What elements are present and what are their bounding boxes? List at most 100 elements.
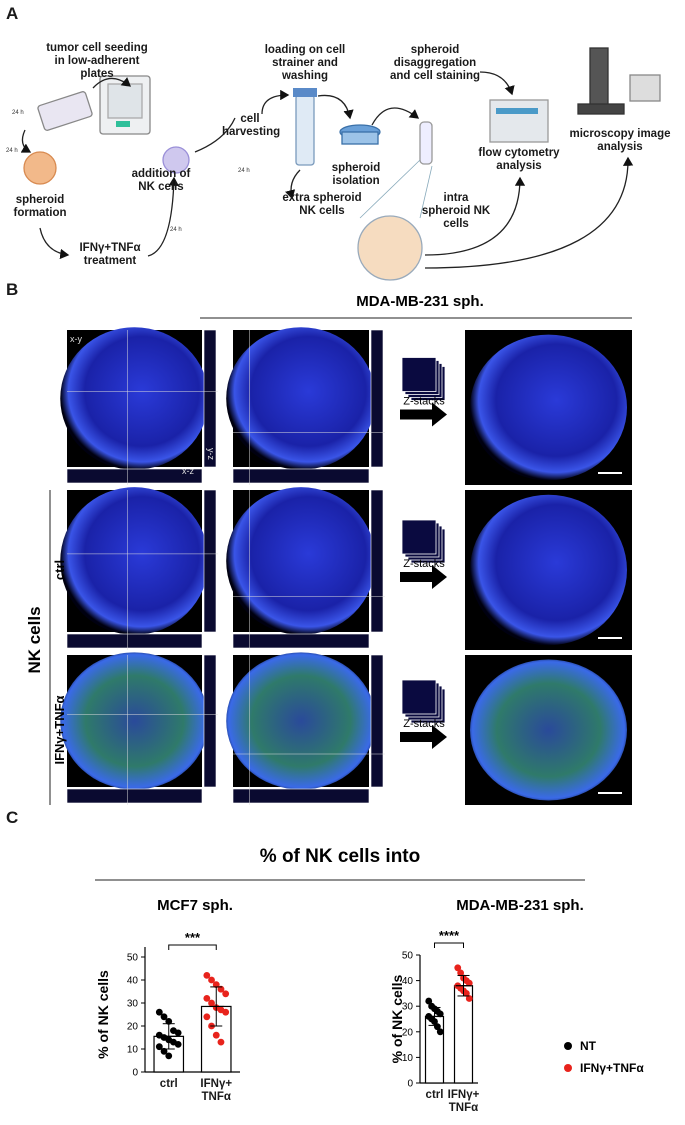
quant-title: % of NK cells into: [260, 846, 420, 867]
bottom-view: [232, 633, 370, 649]
x-tick-label: ctrl: [425, 1089, 444, 1101]
panel-label: B: [6, 280, 19, 299]
arrow: [424, 156, 634, 269]
arrow: [400, 565, 447, 589]
zoom-lines: [359, 159, 433, 219]
microscope-icon: [589, 47, 609, 109]
y-tick-label: 20: [127, 1022, 139, 1033]
y-tick-label: 0: [407, 1079, 413, 1090]
workflow-step: spheroid isolation: [331, 162, 381, 187]
strainer-base: [341, 131, 379, 145]
bottom-view: [66, 468, 203, 484]
microscope-base: [577, 103, 625, 115]
x-tick-label: ctrl: [159, 1078, 178, 1090]
row-label: ctrl: [52, 560, 67, 580]
zstack-label: Z-stacks: [403, 558, 445, 570]
arrow: [20, 129, 32, 153]
timer: 24 h: [6, 148, 18, 154]
arrow: [261, 89, 290, 115]
data-point: [160, 1047, 168, 1055]
spheroid: [226, 487, 376, 635]
arrow: [285, 169, 301, 200]
incubator-door: [107, 83, 143, 119]
data-point: [462, 990, 470, 997]
data-point: [208, 976, 215, 984]
y-axis-label: % of NK cells: [95, 970, 111, 1059]
nk-icon: [162, 146, 190, 174]
timer: 24 h: [170, 227, 182, 233]
bottom-view: [66, 788, 203, 804]
incubator-panel: [116, 121, 130, 127]
plate-icon: [37, 91, 93, 131]
tube-icon: [295, 94, 315, 166]
data-point: [222, 990, 230, 998]
legend-label: NT: [580, 1039, 597, 1053]
y-tick-label: 50: [402, 951, 414, 962]
chart-title: MCF7 sph.: [157, 897, 233, 914]
data-point: [212, 981, 220, 988]
panel-label: C: [6, 808, 19, 827]
data-point: [465, 979, 473, 987]
y-tick-label: 10: [402, 1053, 414, 1064]
spheroid: [226, 327, 376, 470]
side-view: [370, 489, 384, 633]
workflow-step: tumor cell seeding in low-adherent plate…: [46, 42, 148, 80]
cytometer-icon: [489, 99, 549, 143]
data-point: [457, 969, 465, 977]
spheroid: [226, 652, 376, 790]
y-tick-label: 20: [402, 1027, 414, 1038]
row-label: IFNγ+TNFα: [52, 695, 67, 764]
workflow-step: spheroid disaggregation and cell stainin…: [389, 44, 481, 82]
y-tick-label: 50: [127, 953, 139, 964]
arrow: [147, 176, 179, 257]
data-point: [217, 1038, 225, 1046]
data-point: [217, 985, 225, 993]
data-point: [160, 1013, 168, 1021]
y-tick-label: 40: [127, 976, 139, 987]
spheroid: [60, 652, 209, 790]
timer: 24 h: [12, 110, 24, 116]
legend-marker: [564, 1064, 572, 1072]
side-view: [370, 329, 384, 468]
side-view: [203, 489, 217, 633]
legend-marker: [564, 1042, 572, 1050]
significance-bracket: [168, 944, 217, 950]
workflow-step: IFNγ+TNFα treatment: [79, 242, 141, 267]
workflow-step: microscopy image analysis: [569, 128, 671, 153]
data-point: [203, 1013, 211, 1021]
bottom-view: [232, 788, 370, 804]
data-point: [436, 1010, 444, 1018]
spheroid: [470, 494, 627, 646]
imaging-title: MDA-MB-231 sph.: [356, 293, 484, 310]
arrow: [39, 227, 70, 260]
arrow: [317, 94, 354, 120]
data-point: [222, 1008, 230, 1016]
zstack-label: Z-stacks: [403, 718, 445, 730]
y-tick-label: 0: [132, 1068, 138, 1079]
side-view: [370, 654, 384, 788]
panel-label: A: [6, 4, 19, 23]
workflow-step: intra spheroid NK cells: [421, 192, 491, 230]
spheroid: [60, 487, 209, 635]
micrographs: Z-stacks Z-stacks Z-stacks: [60, 327, 632, 805]
y-tick-label: 10: [127, 1045, 139, 1056]
spheroid: [470, 659, 627, 801]
significance-bracket: [434, 942, 464, 948]
arrow: [400, 402, 447, 427]
arrow: [92, 77, 132, 89]
data-point: [155, 1008, 163, 1016]
tube-cap: [293, 88, 317, 97]
workflow-icons: [20, 47, 661, 281]
charts: MCF7 sph. % of NK cells 0 10 20 30 40 50 *** MDA-…: [95, 897, 644, 1090]
arrow: [371, 107, 420, 126]
arrow: [194, 117, 236, 153]
microscope-controller: [629, 74, 661, 102]
group-label: NK cells: [25, 606, 44, 673]
side-view: [203, 329, 217, 468]
bottom-view: [232, 468, 370, 484]
data-point: [165, 1052, 173, 1060]
x-tick-label: IFNγ+ TNFα: [200, 1078, 233, 1103]
stack-icon: [401, 357, 437, 392]
